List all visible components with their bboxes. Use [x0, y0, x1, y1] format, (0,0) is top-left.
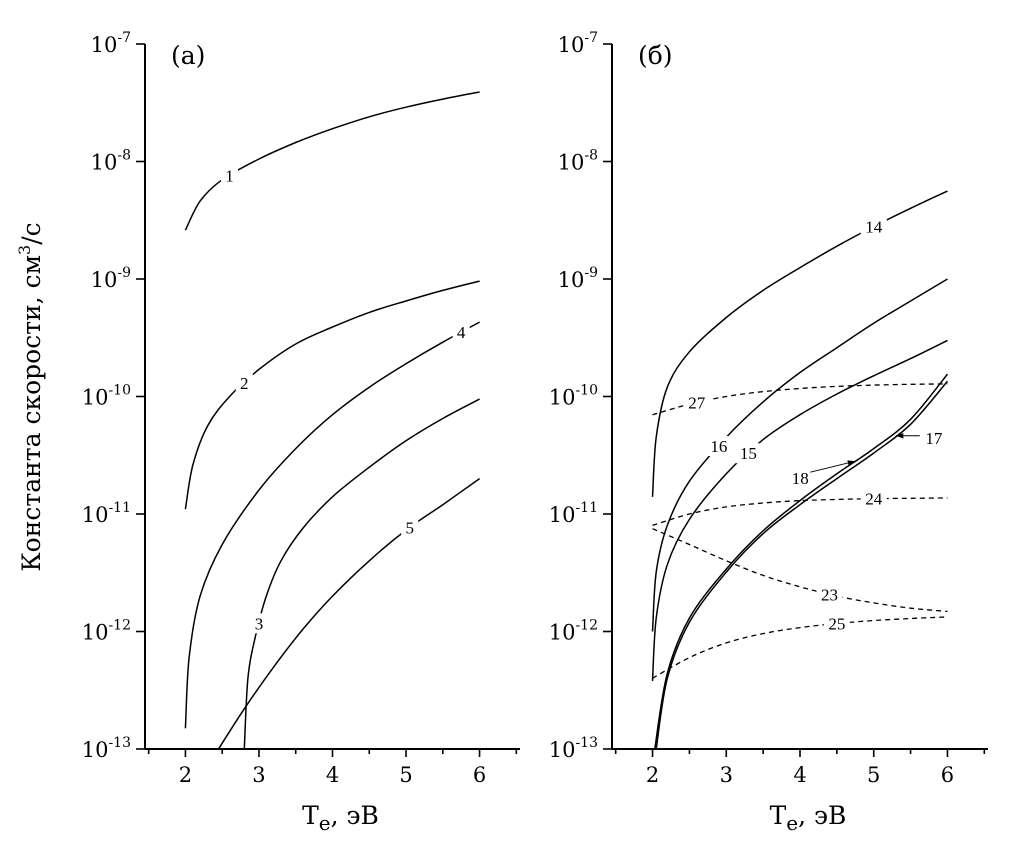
- series-line-15: [651, 339, 948, 681]
- annotation-label-18: 18: [792, 469, 809, 488]
- panel-a-chart: 2 3 4 5 6 10-13 10-12 10-11 10-10 10-9 10-8 10-7 Te,…: [82, 30, 520, 835]
- series-label-3: 3: [255, 614, 264, 633]
- series-line-3: [243, 398, 480, 750]
- panel-label: (б): [638, 41, 673, 70]
- series-label-2: 2: [240, 374, 249, 393]
- y-tick-label: 10-12: [82, 618, 131, 645]
- annotation-arrow-head: [847, 460, 856, 466]
- y-tick-label: 10-9: [91, 265, 131, 292]
- y-tick-label: 10-10: [549, 383, 598, 410]
- series-label-24: 24: [865, 490, 883, 509]
- x-axis-title: Te, эВ: [770, 801, 847, 835]
- y-tick-label: 10-8: [558, 148, 598, 175]
- y-tick-label: 10-13: [82, 735, 131, 762]
- series-label-bg: [221, 165, 239, 186]
- y-tick-label: 10-13: [549, 735, 598, 762]
- y-axis-title-main: Константа скорости, см: [17, 255, 46, 572]
- x-tick-label: 2: [179, 763, 192, 787]
- series-label-bg: [860, 488, 887, 509]
- series-line-5: [217, 477, 481, 750]
- y-tick-label: 10-7: [91, 30, 131, 57]
- x-axis-title: Te, эВ: [302, 801, 379, 835]
- series-line-1: [184, 91, 480, 231]
- y-axis-title-tail: /с: [17, 222, 46, 244]
- y-tick-label: 10-11: [82, 500, 131, 527]
- x-tick-label: 3: [720, 763, 733, 787]
- series-label-15: 15: [740, 444, 757, 463]
- series-label-bg: [860, 216, 887, 237]
- y-axis-title: Константа скорости, см3/с: [15, 222, 46, 571]
- x-tick-label: 6: [941, 763, 954, 787]
- series-label-bg: [705, 436, 732, 457]
- series-line-25: [652, 616, 948, 679]
- x-tick-label: 3: [252, 763, 265, 787]
- series-line-14: [651, 190, 948, 497]
- x-tick-label: 5: [399, 763, 412, 787]
- x-tick-label: 2: [646, 763, 659, 787]
- series-label-bg: [452, 322, 470, 343]
- series-line-23: [652, 528, 948, 613]
- y-tick-label: 10-10: [82, 383, 131, 410]
- annotation-arrow-line: [810, 460, 856, 473]
- series-label-bg: [250, 613, 268, 634]
- x-tick-label: 4: [793, 763, 806, 787]
- series-label-23: 23: [821, 585, 838, 604]
- y-tick-label: 10-9: [558, 265, 598, 292]
- y-tick-label: 10-8: [91, 148, 131, 175]
- series-line-18: [654, 373, 949, 750]
- series-label-27: 27: [688, 394, 706, 413]
- y-tick-label: 10-7: [558, 30, 598, 57]
- series-label-1: 1: [225, 167, 234, 186]
- series-label-bg: [683, 392, 710, 413]
- series-label-bg: [235, 372, 253, 393]
- annotation-arrow-head: [895, 433, 904, 439]
- x-tick-label: 5: [867, 763, 880, 787]
- series-line-4: [184, 321, 480, 729]
- y-tick-label: 10-11: [549, 500, 598, 527]
- y-tick-label: 10-12: [549, 618, 598, 645]
- series-line-17: [655, 380, 949, 750]
- y-axis-title-sup: 3: [15, 245, 34, 255]
- series-line-2: [184, 280, 480, 510]
- panel-b-chart: 2 3 4 5 610-1310-1210-1110-1010-910-810-7Te,…: [549, 30, 988, 835]
- series-line-16: [651, 278, 948, 632]
- annotation-label-17: 17: [925, 429, 943, 448]
- series-label-bg: [401, 517, 419, 538]
- series-label-bg: [816, 584, 843, 605]
- series-label-14: 14: [865, 217, 883, 236]
- series-label-bg: [735, 443, 762, 464]
- x-tick-label: 6: [473, 763, 486, 787]
- series-label-5: 5: [405, 519, 414, 538]
- x-tick-label: 4: [326, 763, 339, 787]
- panel-label: (а): [171, 41, 205, 70]
- series-label-bg: [823, 613, 850, 634]
- series-label-25: 25: [828, 614, 845, 633]
- series-label-16: 16: [710, 437, 727, 456]
- series-label-4: 4: [457, 323, 466, 342]
- series-line-24: [652, 497, 948, 527]
